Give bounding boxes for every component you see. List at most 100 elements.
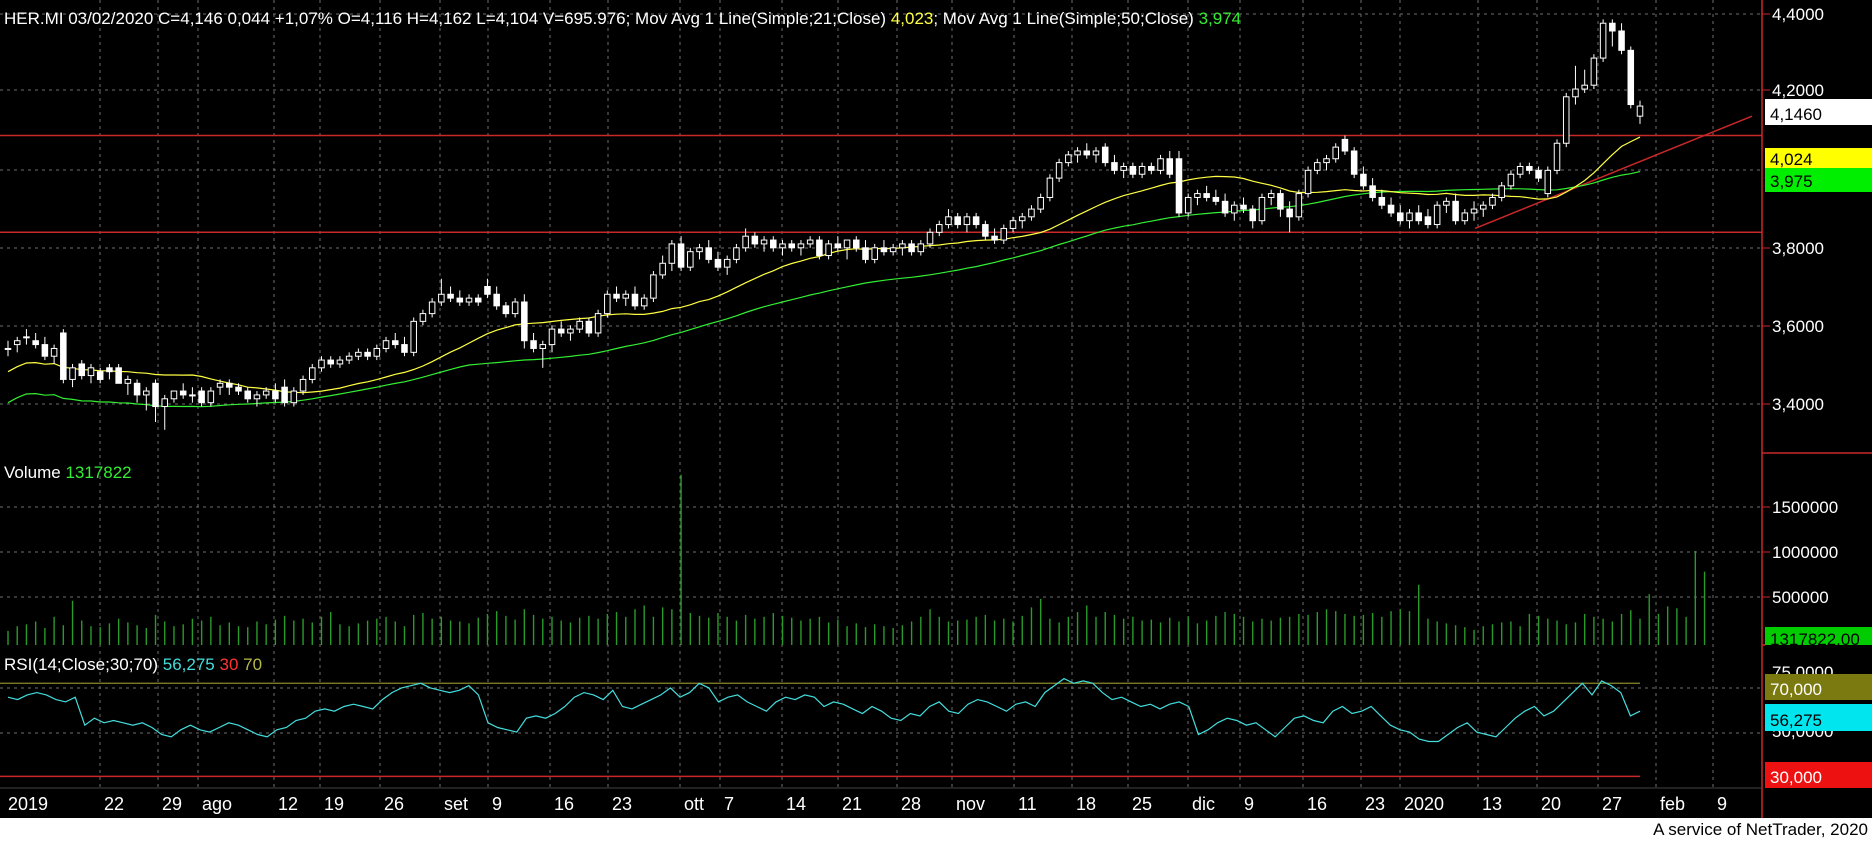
candle-body bbox=[1267, 193, 1275, 198]
candle-body bbox=[207, 390, 215, 404]
candle-body bbox=[1046, 177, 1054, 198]
candle-body bbox=[13, 340, 21, 346]
candle bbox=[382, 336, 390, 353]
candle-body bbox=[60, 332, 67, 380]
candle-body bbox=[1065, 154, 1072, 164]
candle-body bbox=[779, 243, 786, 249]
candle-body bbox=[843, 239, 851, 249]
candle-body bbox=[1433, 204, 1441, 226]
candle bbox=[1581, 69, 1588, 93]
candle-body bbox=[926, 231, 934, 245]
candle-body bbox=[1212, 196, 1220, 202]
candle bbox=[23, 329, 30, 345]
candle-body bbox=[594, 313, 602, 334]
candle bbox=[170, 390, 178, 403]
candle bbox=[650, 271, 657, 302]
candle bbox=[530, 332, 537, 353]
ma50-badge-bg bbox=[1765, 168, 1872, 192]
header-part: ; Mov Avg 1 Line(Simple;50;Close) bbox=[933, 9, 1198, 28]
candle bbox=[1000, 224, 1008, 244]
ma21-badge: 4,024 bbox=[1770, 150, 1813, 169]
candle-body bbox=[262, 390, 270, 396]
candle-body bbox=[1609, 22, 1616, 32]
candle-body bbox=[299, 378, 307, 392]
candle-body bbox=[152, 382, 159, 408]
candle-body bbox=[871, 247, 878, 260]
candle bbox=[1553, 139, 1561, 175]
candle bbox=[1018, 212, 1026, 229]
candle-body bbox=[1111, 162, 1118, 171]
candle-body bbox=[982, 224, 989, 237]
candle bbox=[1240, 197, 1247, 213]
candle-body bbox=[1231, 204, 1238, 214]
candle bbox=[281, 379, 288, 407]
candle-body bbox=[382, 340, 390, 349]
candle bbox=[982, 220, 989, 241]
candle-body bbox=[1166, 158, 1174, 175]
candle bbox=[438, 278, 445, 306]
candle bbox=[788, 240, 795, 252]
candle-body bbox=[1562, 96, 1570, 144]
candle bbox=[207, 387, 215, 407]
candle-body bbox=[87, 367, 95, 377]
candle-body bbox=[1544, 169, 1552, 195]
candle bbox=[1387, 197, 1395, 217]
candle bbox=[1249, 205, 1257, 229]
candle-body bbox=[908, 243, 915, 253]
candle-body bbox=[1406, 212, 1413, 222]
candle bbox=[1065, 151, 1072, 167]
candle bbox=[32, 332, 39, 349]
candle bbox=[539, 340, 547, 368]
candle-body bbox=[272, 390, 279, 400]
rsi-high-badge: 70,000 bbox=[1770, 680, 1822, 699]
candle-body bbox=[1590, 57, 1598, 86]
candle bbox=[511, 298, 519, 318]
candle bbox=[880, 240, 888, 256]
rsi-label-part: 30 bbox=[219, 655, 243, 674]
candle-body bbox=[723, 258, 731, 268]
trend-line bbox=[1474, 115, 1753, 230]
candle bbox=[926, 228, 934, 248]
candle bbox=[1507, 170, 1515, 190]
candle bbox=[336, 356, 344, 368]
candle bbox=[1037, 193, 1044, 213]
candle-body bbox=[760, 239, 768, 245]
candle bbox=[419, 309, 427, 326]
candle bbox=[1415, 205, 1422, 225]
price-tick-label: 3,8000 bbox=[1772, 239, 1824, 258]
candle bbox=[272, 383, 279, 403]
candle-body bbox=[1350, 150, 1358, 175]
x-axis-label: 16 bbox=[1307, 794, 1327, 814]
candle-body bbox=[1028, 208, 1035, 218]
candle-body bbox=[1101, 146, 1109, 164]
candle-body bbox=[428, 301, 436, 315]
candle-body bbox=[567, 328, 574, 334]
candle-body bbox=[714, 258, 722, 268]
candle-body bbox=[1286, 208, 1293, 218]
price-info-header: HER.MI 03/02/2020 C=4,146 0,044 +1,07% O… bbox=[4, 9, 1241, 28]
candle bbox=[484, 278, 491, 299]
candle bbox=[345, 352, 353, 364]
x-axis-label: dic bbox=[1192, 794, 1215, 814]
candle bbox=[935, 220, 943, 237]
x-axis-label: 27 bbox=[1602, 794, 1622, 814]
candle-body bbox=[816, 239, 823, 257]
x-axis-label: 20 bbox=[1541, 794, 1561, 814]
rsi-tick-mask bbox=[1765, 645, 1872, 657]
candle-body bbox=[1378, 196, 1386, 206]
candle-body bbox=[935, 224, 943, 233]
candle bbox=[50, 344, 58, 364]
candle-body bbox=[419, 313, 427, 322]
candle bbox=[1194, 189, 1201, 206]
candle bbox=[1203, 185, 1210, 202]
candle bbox=[1479, 201, 1487, 217]
candle-body bbox=[179, 390, 187, 396]
candle-body bbox=[438, 293, 445, 303]
candle-body bbox=[244, 390, 251, 400]
rsi-line bbox=[7, 677, 1641, 743]
candle-body bbox=[1175, 158, 1183, 214]
candle-body bbox=[198, 390, 205, 404]
candle bbox=[124, 375, 132, 395]
candle bbox=[945, 209, 952, 229]
candle bbox=[806, 236, 814, 248]
